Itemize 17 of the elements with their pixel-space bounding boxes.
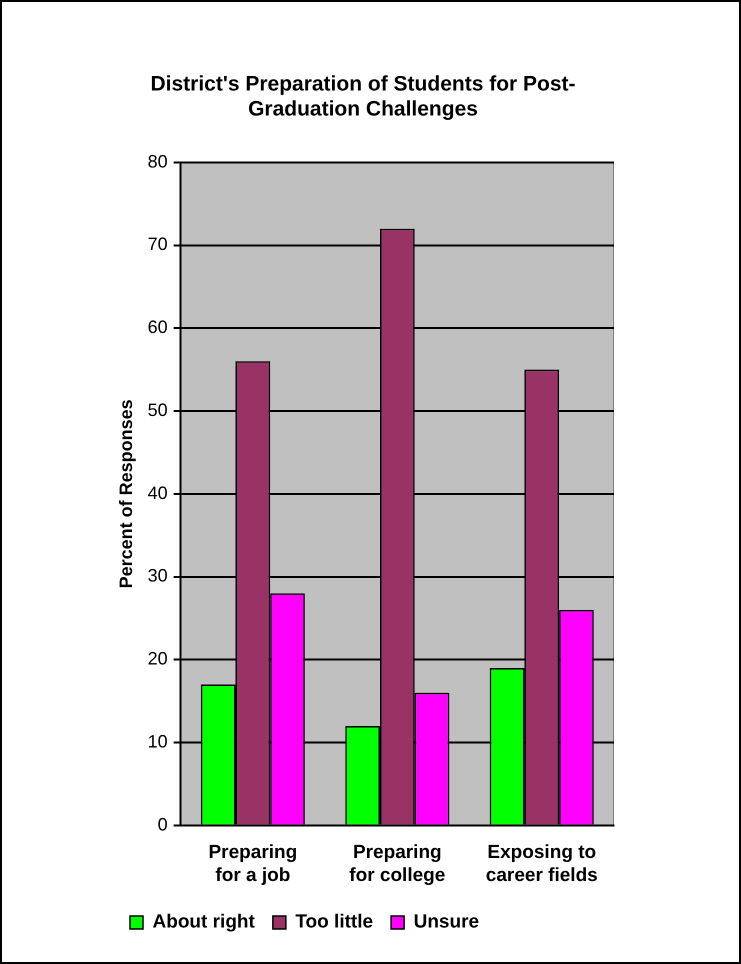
x-tick-label: Preparing for a job xyxy=(208,842,298,886)
y-tick-label: 60 xyxy=(148,317,168,338)
legend-label: About right xyxy=(152,912,256,933)
y-tick-label: 30 xyxy=(148,566,168,586)
chart-title: District's Preparation of Students for Post-Graduation Challenges xyxy=(150,72,576,121)
y-tick-label: 0 xyxy=(158,814,168,834)
x-tick-label: Exposing to career fields xyxy=(486,842,598,886)
y-tick-label: 70 xyxy=(148,234,168,254)
y-tick-label: 80 xyxy=(148,151,168,172)
y-tick-label: 50 xyxy=(148,400,168,420)
y-tick-label: 10 xyxy=(148,731,168,752)
legend-label: Unsure xyxy=(414,912,480,933)
y-axis-title: Percent of Responses xyxy=(116,399,136,588)
y-tick-label: 40 xyxy=(148,482,168,503)
y-tick-label: 20 xyxy=(148,648,168,669)
x-tick-label: Preparing for college xyxy=(349,842,446,886)
legend-label: Too little xyxy=(295,912,374,933)
